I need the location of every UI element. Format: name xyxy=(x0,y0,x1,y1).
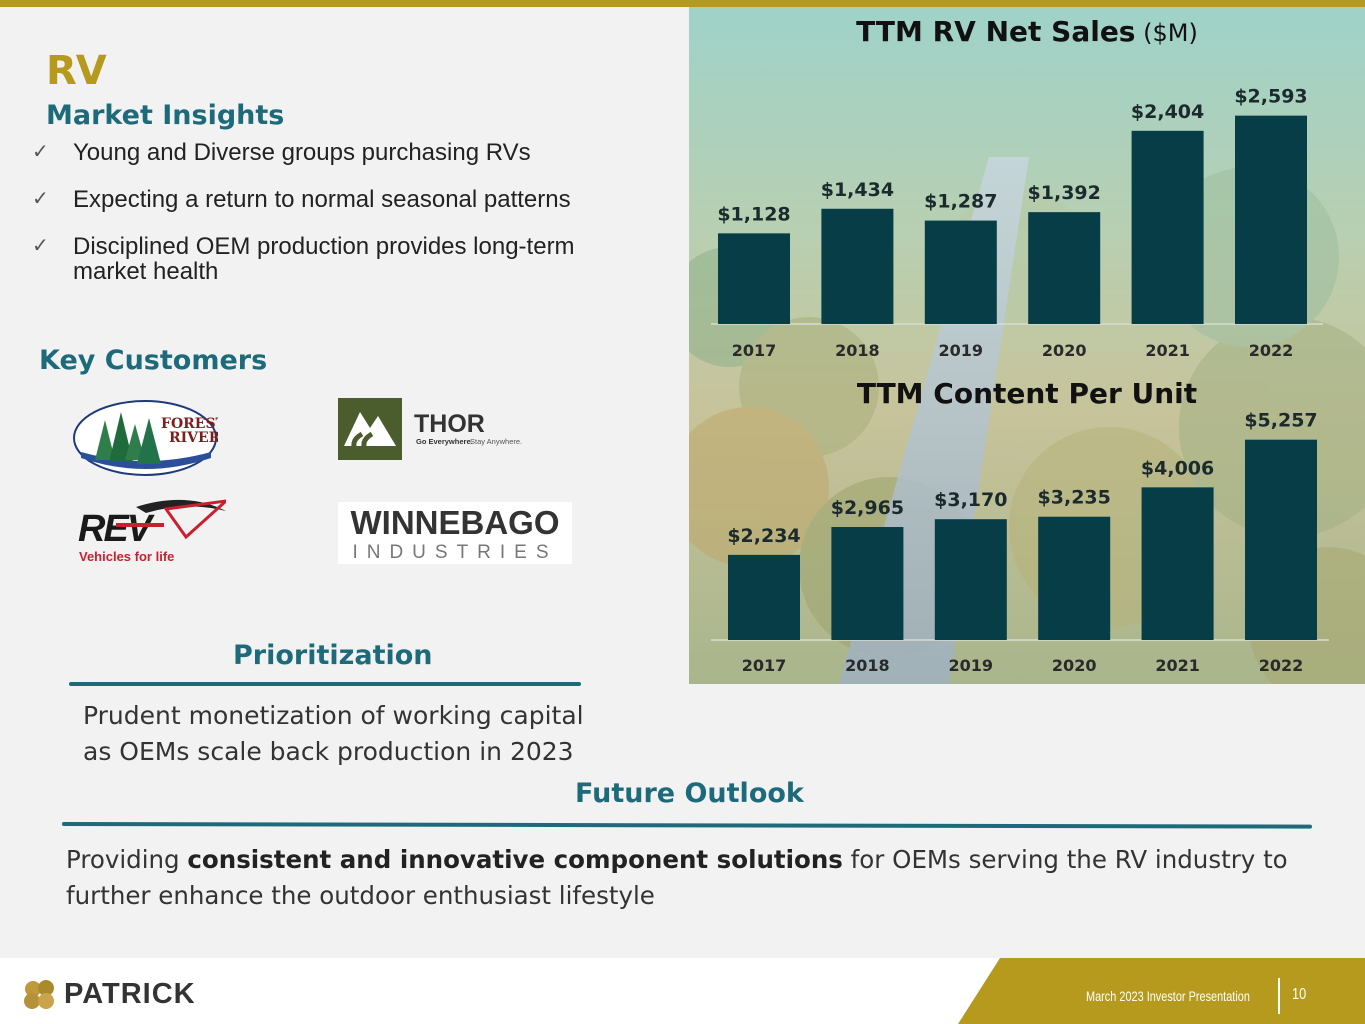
prioritization-text: Prudent monetization of working capital … xyxy=(83,701,584,766)
x-tick-label: 2018 xyxy=(845,656,890,675)
x-tick-label: 2022 xyxy=(1249,341,1294,360)
data-label: $2,404 xyxy=(1131,101,1204,123)
future-outlook-divider xyxy=(61,822,1313,829)
charts-panel: TTM RV Net Sales ($M) $1,128 2017 $1,434 201… xyxy=(689,7,1365,684)
bar xyxy=(1038,516,1111,640)
x-tick-label: 2021 xyxy=(1145,341,1190,360)
bar xyxy=(1028,212,1101,324)
bar xyxy=(1245,439,1317,640)
check-icon: ✓ xyxy=(32,188,49,210)
footer-gold-shape xyxy=(958,958,1365,1024)
future-text-bold: consistent and innovative component solu… xyxy=(187,845,843,874)
insight-item: ✓ Young and Diverse groups purchasing RV… xyxy=(32,140,652,165)
x-tick-label: 2021 xyxy=(1155,656,1200,675)
x-tick-label: 2017 xyxy=(742,656,787,675)
rev-logo: REV Vehicles for life xyxy=(76,493,231,565)
future-text-end: for OEMs serving the RV industry to furt… xyxy=(66,845,1288,910)
footer: PATRICK March 2023 Investor Presentation… xyxy=(0,958,1365,1024)
thor-wordmark: THOR xyxy=(414,410,485,438)
check-icon: ✓ xyxy=(32,235,49,257)
bar xyxy=(1235,115,1307,324)
winnebago-wordmark: WINNEBAGO xyxy=(351,504,560,541)
x-tick-label: 2022 xyxy=(1259,656,1304,675)
insight-text: Expecting a return to normal seasonal pa… xyxy=(73,186,571,213)
market-insights-heading: Market Insights xyxy=(46,100,285,131)
future-outlook-heading: Future Outlook xyxy=(575,778,804,809)
bar xyxy=(821,208,894,324)
data-label: $5,257 xyxy=(1244,410,1317,432)
insight-item: ✓ Disciplined OEM production provides lo… xyxy=(32,234,652,284)
x-tick-label: 2019 xyxy=(939,341,984,360)
data-label: $2,965 xyxy=(831,497,904,519)
bar xyxy=(924,220,997,324)
bar xyxy=(718,233,790,324)
rev-wordmark: REV xyxy=(78,508,155,550)
patrick-wordmark: PATRICK xyxy=(64,978,196,1010)
data-label: $3,170 xyxy=(934,489,1007,511)
clover-icon xyxy=(24,979,54,1009)
x-tick-label: 2020 xyxy=(1052,656,1097,675)
check-icon: ✓ xyxy=(32,141,49,163)
bar xyxy=(831,527,904,640)
forest-river-word-1: FOREST xyxy=(161,416,218,432)
bar-chart-1: TTM RV Net Sales ($M) $1,128 2017 $1,434 201… xyxy=(711,15,1323,360)
thor-logo: THOR Go Everywhere. Stay Anywhere. xyxy=(338,398,553,460)
winnebago-sub: INDUSTRIES xyxy=(352,542,557,563)
winnebago-logo: WINNEBAGO INDUSTRIES xyxy=(338,502,572,564)
data-label: $1,128 xyxy=(717,203,790,225)
bar xyxy=(934,519,1007,640)
data-label: $1,287 xyxy=(924,191,997,213)
x-tick-label: 2019 xyxy=(949,656,994,675)
data-label: $2,593 xyxy=(1234,86,1307,108)
chart-title: TTM Content Per Unit xyxy=(857,377,1197,410)
patrick-logo: PATRICK xyxy=(22,978,196,1011)
future-text-start: Providing xyxy=(66,845,188,874)
footer-divider xyxy=(1278,978,1280,1014)
data-label: $3,235 xyxy=(1038,487,1111,509)
prioritization-divider xyxy=(69,682,581,686)
insight-text: Young and Diverse groups purchasing RVs xyxy=(73,139,531,166)
thor-tagline-bold: Go Everywhere. xyxy=(416,437,473,446)
bar xyxy=(728,554,800,640)
x-tick-label: 2018 xyxy=(835,341,880,360)
bar xyxy=(1131,130,1204,324)
top-accent-bar xyxy=(0,0,1365,7)
thor-tagline: Stay Anywhere. xyxy=(470,437,522,446)
charts-svg: TTM RV Net Sales ($M) $1,128 2017 $1,434 201… xyxy=(689,7,1365,684)
future-outlook-text: Providing consistent and innovative comp… xyxy=(66,842,1296,914)
forest-river-word-2: RIVER xyxy=(169,430,218,446)
page-title: RV xyxy=(46,48,107,94)
insight-text: Disciplined OEM production provides long… xyxy=(73,233,575,285)
bar xyxy=(1141,487,1214,640)
data-label: $1,434 xyxy=(821,179,894,201)
data-label: $1,392 xyxy=(1028,182,1101,204)
rev-tagline: Vehicles for life xyxy=(79,549,174,564)
prioritization-heading: Prioritization xyxy=(233,640,433,671)
chart-title: TTM RV Net Sales ($M) xyxy=(856,15,1198,48)
footer-caption: March 2023 Investor Presentation xyxy=(1086,988,1250,1004)
forest-river-logo: FOREST RIVER xyxy=(73,400,227,477)
data-label: $4,006 xyxy=(1141,457,1214,479)
x-tick-label: 2020 xyxy=(1042,341,1087,360)
x-tick-label: 2017 xyxy=(732,341,777,360)
insight-item: ✓ Expecting a return to normal seasonal … xyxy=(32,187,652,212)
data-label: $2,234 xyxy=(727,525,800,547)
page-number: 10 xyxy=(1292,986,1307,1003)
insights-list: ✓ Young and Diverse groups purchasing RV… xyxy=(32,140,652,306)
key-customers-heading: Key Customers xyxy=(39,345,268,376)
bar-chart-2: TTM Content Per Unit $2,234 2017 $2,965 2018… xyxy=(711,377,1329,675)
